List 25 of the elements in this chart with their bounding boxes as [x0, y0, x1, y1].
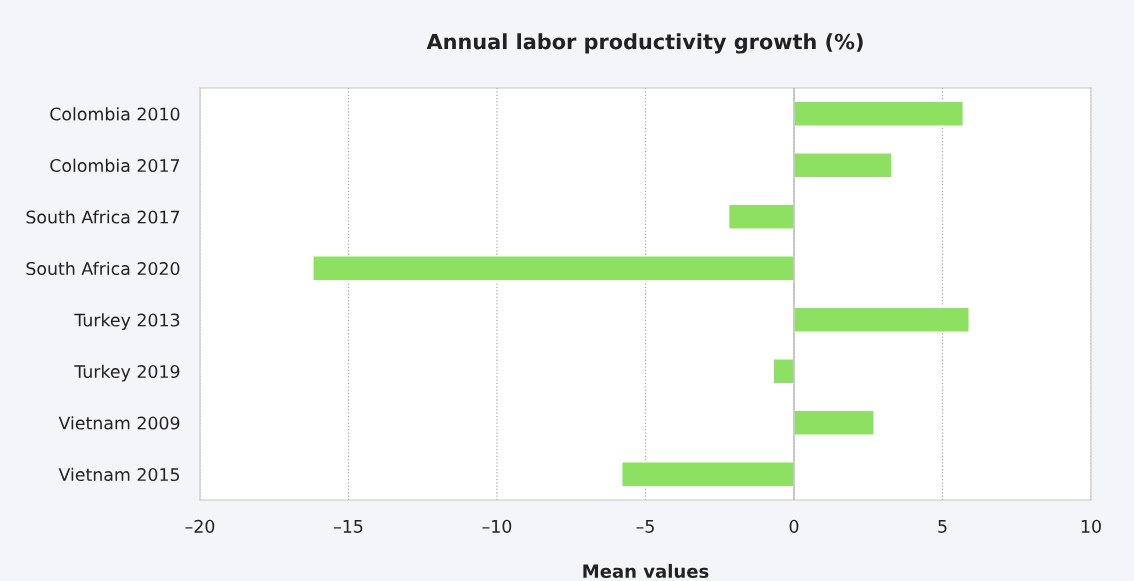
x-tick-label: 0: [789, 519, 799, 533]
x-tick-label: 10: [1081, 519, 1101, 533]
bar: [793, 100, 964, 127]
x-tick-label: 5: [938, 519, 947, 533]
x-tick-label: –15: [333, 519, 363, 533]
bar: [793, 306, 970, 333]
y-tick-label: Colombia 2017: [50, 158, 180, 173]
bar: [621, 461, 795, 488]
y-tick-label: Turkey 2013: [74, 313, 180, 330]
bar: [312, 255, 795, 282]
y-tick-label: South Africa 2020: [26, 261, 180, 276]
x-tick-label: –10: [482, 519, 512, 533]
x-tick-label: –20: [185, 519, 215, 533]
bar: [772, 358, 795, 385]
y-tick-label: South Africa 2017: [26, 210, 180, 224]
y-tick-label: Turkey 2019: [74, 364, 180, 382]
x-tick-label: –5: [636, 519, 654, 533]
bar: [727, 203, 795, 230]
y-tick-label: Vietnam 2009: [58, 416, 180, 430]
x-axis-title: Mean values: [583, 564, 709, 578]
bar: [793, 409, 875, 436]
y-tick-label: Vietnam 2015: [58, 467, 180, 482]
chart-title: Annual labor productivity growth (%): [426, 33, 863, 54]
bar: [793, 152, 893, 179]
y-tick-label: Colombia 2010: [50, 107, 180, 121]
